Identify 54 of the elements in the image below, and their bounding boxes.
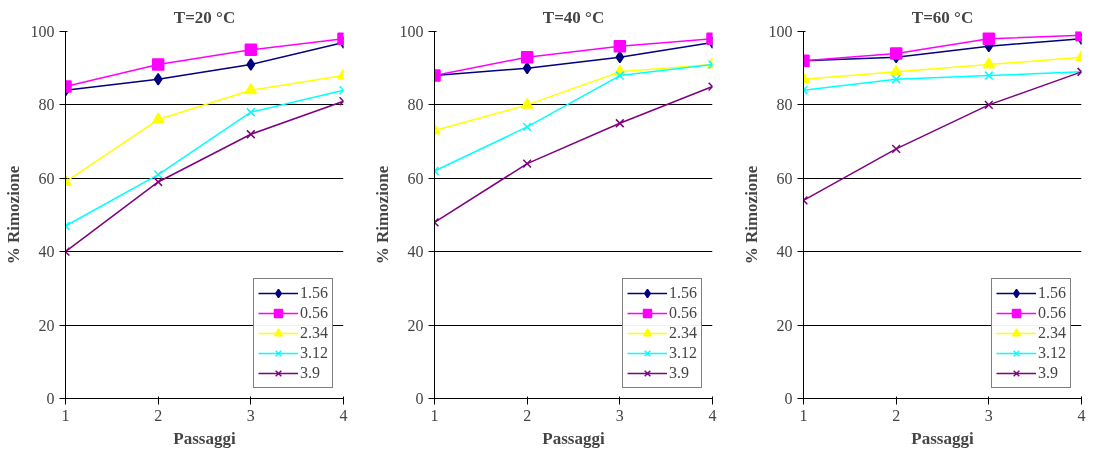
x-tick-label: 3 — [984, 406, 993, 424]
x-tick-label: 1 — [61, 406, 70, 424]
y-tick-label: 80 — [407, 96, 424, 114]
x-tick-label: 1 — [799, 406, 808, 424]
y-tick-label: 100 — [768, 23, 793, 40]
x-tick-label: 2 — [892, 406, 901, 424]
y-tick-label: 40 — [407, 243, 424, 261]
y-axis-title: % Rimozione — [741, 165, 761, 265]
legend-label: 2.34 — [300, 324, 328, 342]
y-tick-label: 100 — [30, 23, 55, 40]
y-tick-label: 60 — [38, 169, 55, 187]
legend-label: 1.56 — [1038, 284, 1066, 302]
y-tick-label: 80 — [38, 96, 55, 114]
legend-label: 3.9 — [669, 364, 689, 382]
x-tick-label: 3 — [246, 406, 255, 424]
x-axis-title: Passaggi — [542, 428, 605, 448]
x-tick-label: 2 — [523, 406, 532, 424]
y-tick-label: 20 — [38, 316, 55, 334]
y-tick-label: 40 — [776, 243, 793, 261]
x-axis-title: Passaggi — [173, 428, 236, 448]
chart-title: T=20 °C — [173, 7, 236, 27]
legend-label: 2.34 — [1038, 324, 1066, 342]
chart-title: T=60 °C — [911, 7, 974, 27]
legend-label: 1.56 — [669, 284, 697, 302]
x-tick-label: 4 — [708, 406, 717, 424]
y-axis-title: % Rimozione — [372, 165, 392, 265]
legend-label: 3.12 — [669, 344, 697, 362]
legend-label: 1.56 — [300, 284, 328, 302]
legend-label: 0.56 — [1038, 304, 1066, 322]
y-tick-label: 40 — [38, 243, 55, 261]
x-axis-title: Passaggi — [911, 428, 974, 448]
chart-title: T=40 °C — [542, 7, 605, 27]
legend-label: 3.12 — [300, 344, 328, 362]
x-tick-label: 3 — [615, 406, 624, 424]
x-tick-label: 4 — [339, 406, 348, 424]
y-tick-label: 100 — [399, 23, 424, 40]
y-tick-label: 20 — [407, 316, 424, 334]
x-tick-label: 4 — [1077, 406, 1086, 424]
y-axis-title: % Rimozione — [3, 165, 23, 265]
x-tick-label: 2 — [154, 406, 163, 424]
y-tick-label: 0 — [415, 390, 424, 407]
legend-label: 0.56 — [669, 304, 697, 322]
legend-label: 3.9 — [300, 364, 320, 382]
y-tick-label: 80 — [776, 96, 793, 114]
legend-label: 2.34 — [669, 324, 697, 342]
y-tick-label: 60 — [776, 169, 793, 187]
legend-label: 3.12 — [1038, 344, 1066, 362]
y-tick-label: 0 — [46, 390, 55, 407]
y-tick-label: 20 — [776, 316, 793, 334]
legend-label: 0.56 — [300, 304, 328, 322]
x-tick-label: 1 — [430, 406, 439, 424]
legend-label: 3.9 — [1038, 364, 1058, 382]
y-tick-label: 0 — [784, 390, 793, 407]
y-tick-label: 60 — [407, 169, 424, 187]
